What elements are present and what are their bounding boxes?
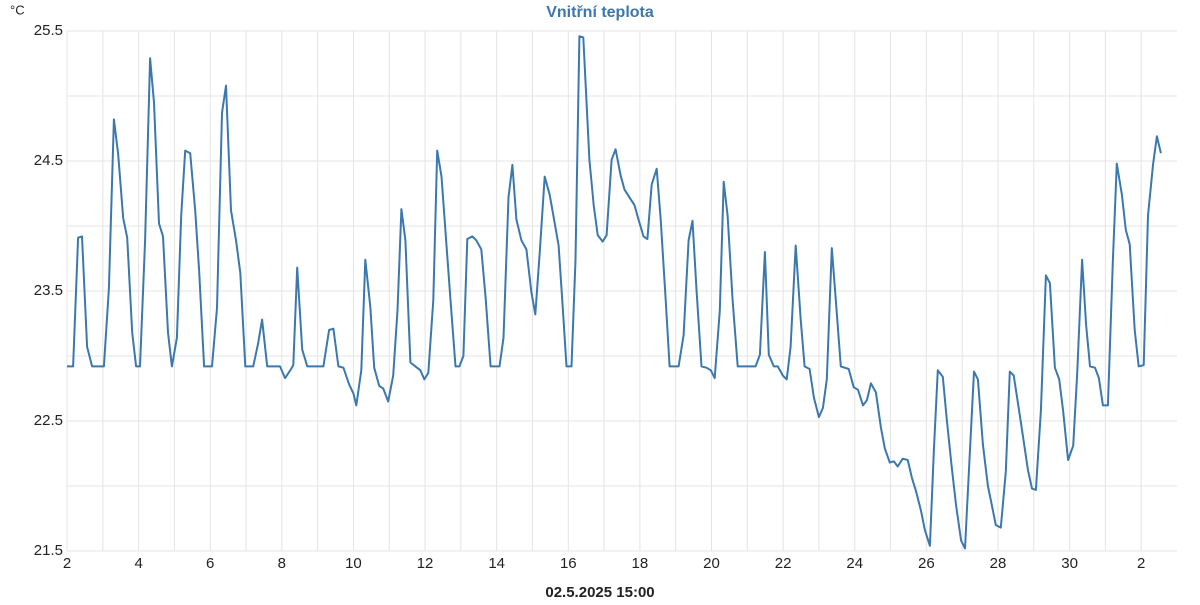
x-tick-label: 22 [775,555,792,572]
temperature-line [67,35,1162,550]
x-label: 02.5.2025 15:00 [545,584,654,600]
x-tick-label: 16 [560,555,577,572]
x-tick-label: 6 [206,555,214,572]
x-tick-label: 12 [417,555,434,572]
x-tick-label: 28 [990,555,1007,572]
y-tick-label: 24.5 [34,152,63,169]
chart-title: Vnitřní teplota [546,4,654,21]
x-tick-label: 2 [1137,555,1145,572]
y-tick-label: 25.5 [34,22,63,39]
x-tick-label: 18 [632,555,649,572]
x-tick-label: 2 [63,555,71,572]
x-tick-label: 20 [703,555,720,572]
y-tick-label: 23.5 [34,282,63,299]
x-tick-label: 8 [278,555,286,572]
y-tick-label: 21.5 [34,542,63,559]
x-tick-label: 26 [918,555,935,572]
x-tick-label: 14 [488,555,505,572]
x-tick-label: 4 [134,555,142,572]
x-tick-label: 10 [345,555,362,572]
x-tick-label: 30 [1061,555,1078,572]
y-tick-label: 22.5 [34,412,63,429]
y-unit: °C [10,2,25,17]
x-tick-label: 24 [846,555,863,572]
